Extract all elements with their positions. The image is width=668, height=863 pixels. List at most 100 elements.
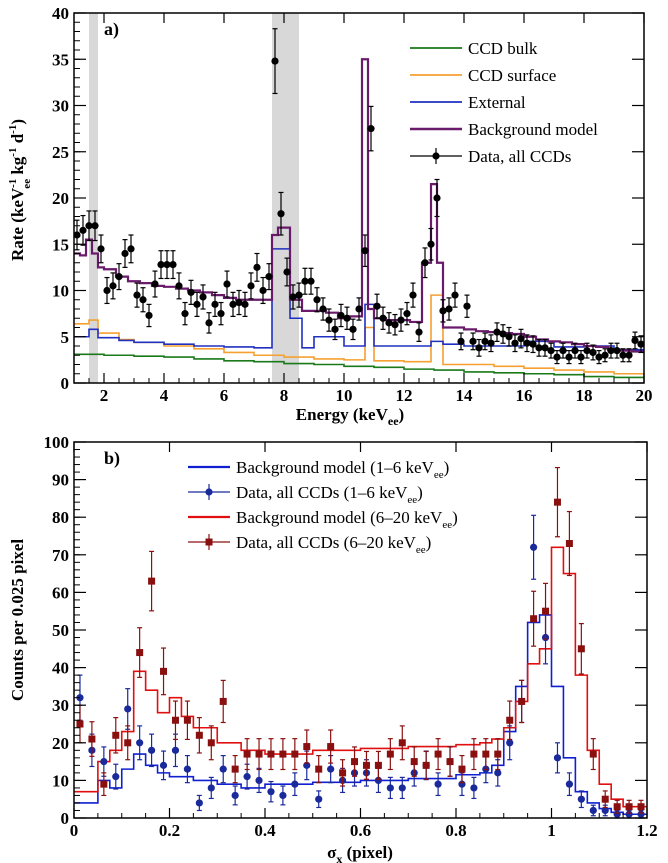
data-point-0-51	[379, 314, 387, 322]
y-tick-label-6: 30	[52, 97, 69, 116]
y-tick-label-2: 10	[52, 282, 69, 301]
data-point-1-0	[76, 720, 84, 728]
y-tick-label-2: 20	[52, 734, 69, 753]
data-point-0-2	[100, 758, 108, 766]
legend-marker-3	[205, 538, 213, 546]
data-point-0-5	[136, 739, 144, 747]
data-point-0-20	[193, 300, 201, 308]
data-point-0-68	[481, 337, 489, 345]
data-point-1-25	[374, 761, 382, 769]
data-point-0-34	[277, 210, 285, 218]
a-data-points	[73, 28, 645, 365]
x-tick-label-6: 1.2	[636, 821, 657, 840]
data-point-1-2	[100, 780, 108, 788]
data-point-0-33	[271, 57, 279, 65]
data-point-1-28	[410, 758, 418, 766]
data-point-0-29	[247, 282, 255, 290]
data-point-0-88	[601, 351, 609, 359]
data-point-1-37	[518, 697, 526, 705]
x-tick-label-7: 16	[516, 386, 533, 405]
data-point-0-18	[291, 780, 299, 788]
data-point-0-86	[589, 348, 597, 357]
series-line-2	[74, 248, 644, 351]
y-tick-label-5: 50	[52, 621, 69, 640]
legend-label-1: CCD surface	[468, 66, 556, 85]
b-legend: Background model (1–6 keVee)Data, all CC…	[188, 458, 458, 556]
panel-b: 0 0.2 0.4 0.6 0.8 1 1.20102030405060708090100 …	[8, 433, 658, 863]
data-point-0-15	[163, 261, 171, 269]
data-point-0-5	[103, 286, 111, 295]
y-tick-label-4: 40	[52, 659, 69, 678]
x-tick-label-4: 10	[336, 386, 353, 405]
data-point-1-3	[112, 731, 120, 739]
data-point-0-85	[583, 347, 591, 355]
data-point-0-58	[421, 259, 429, 267]
data-point-0-30	[434, 780, 442, 788]
data-point-0-65	[463, 302, 471, 310]
shaded-region-1	[272, 13, 299, 383]
data-point-0-12	[145, 311, 153, 320]
data-point-0-59	[427, 240, 435, 248]
data-point-0-74	[517, 335, 525, 343]
data-point-0-87	[595, 353, 603, 361]
data-point-0-17	[175, 282, 183, 290]
data-point-0-21	[199, 293, 207, 301]
b-panel-label: b)	[104, 448, 120, 469]
data-point-1-24	[362, 761, 370, 769]
data-point-0-46	[349, 325, 357, 333]
data-point-1-47	[637, 803, 645, 811]
data-point-0-40	[313, 296, 321, 304]
legend-label-2: Background model (6–20 keVee)	[236, 508, 458, 531]
data-point-0-4	[124, 705, 132, 713]
data-point-0-43	[589, 806, 597, 815]
data-point-0-33	[470, 784, 478, 792]
data-point-0-72	[505, 333, 513, 341]
x-tick-label-8: 18	[576, 386, 593, 405]
data-point-0-81	[559, 347, 567, 355]
data-point-1-1	[88, 735, 96, 743]
a-shaded-regions	[89, 13, 299, 383]
data-point-0-39	[307, 277, 315, 285]
data-point-0-41	[565, 780, 574, 788]
data-point-1-45	[613, 803, 621, 811]
data-point-0-54	[397, 316, 405, 324]
legend-label-0: Background model (1–6 keVee)	[236, 458, 449, 481]
y-tick-label-7: 35	[52, 50, 69, 69]
data-point-0-7	[115, 273, 123, 281]
data-point-0-84	[577, 353, 585, 361]
data-point-0-17	[279, 791, 287, 800]
x-tick-label-2: 0.4	[254, 821, 276, 840]
x-tick-label-0: 2	[100, 386, 109, 405]
data-point-0-18	[181, 310, 189, 318]
data-point-0-19	[187, 288, 195, 296]
data-point-1-46	[625, 803, 633, 811]
data-point-0-15	[255, 776, 263, 785]
data-point-1-20	[315, 765, 323, 773]
y-tick-label-9: 90	[52, 471, 69, 490]
data-point-0-21	[327, 765, 335, 773]
x-tick-label-2: 6	[220, 386, 229, 405]
data-point-0-13	[231, 791, 239, 800]
legend-label-2: External	[468, 93, 526, 112]
series-line-1	[74, 546, 647, 808]
data-point-1-35	[494, 750, 502, 758]
a-legend: CCD bulk CCD surface External Background mo…	[410, 39, 598, 166]
data-point-1-29	[422, 761, 430, 769]
data-point-0-32	[265, 273, 273, 281]
y-tick-label-5: 25	[52, 143, 69, 162]
data-point-1-40	[553, 498, 561, 506]
x-tick-label-1: 0.2	[159, 821, 180, 840]
data-point-0-41	[319, 305, 327, 313]
data-point-0-14	[243, 773, 251, 781]
data-point-0-53	[391, 321, 399, 329]
panel-a: 2 4 6 8 10 12 14 16 18 20 0 5 10 15 20 25 30 35 40 a) CCD …	[7, 4, 653, 428]
data-point-0-43	[331, 325, 339, 333]
data-point-0-23	[211, 300, 219, 308]
x-tick-label-3: 8	[280, 386, 289, 405]
data-point-0-40	[553, 754, 562, 762]
data-point-0-9	[127, 245, 135, 253]
data-point-0-4	[97, 245, 105, 253]
x-tick-label-5: 1	[547, 821, 556, 840]
data-point-0-42	[325, 316, 333, 324]
data-point-0-10	[133, 291, 141, 299]
